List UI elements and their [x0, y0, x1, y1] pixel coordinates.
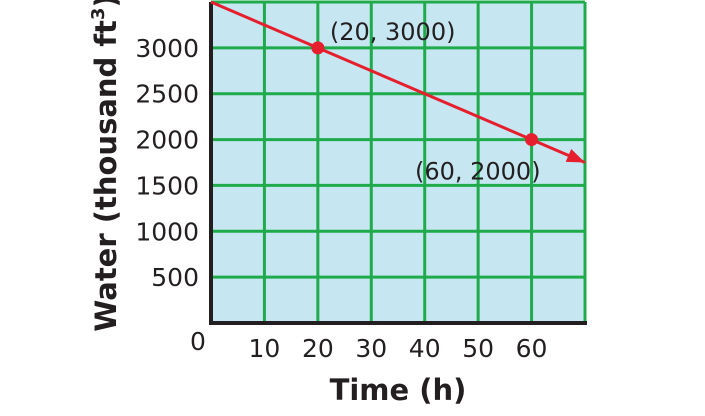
y-axis-title-close: ) [89, 0, 123, 8]
x-tick-label: 20 [302, 334, 334, 363]
x-tick-labels: 10 20 30 40 50 60 [249, 334, 548, 363]
data-point [525, 133, 539, 147]
y-axis-title-main: Water (thousand ft [89, 20, 123, 332]
data-point-label: (20, 3000) [330, 18, 456, 46]
y-tick-label: 2500 [135, 80, 199, 109]
grid-lines [211, 0, 587, 323]
x-tick-label: 40 [409, 334, 441, 363]
data-point-label: (60, 2000) [415, 158, 541, 186]
origin-label: 0 [190, 327, 206, 356]
y-tick-label: 2000 [135, 126, 199, 155]
x-tick-label: 60 [516, 334, 548, 363]
y-tick-label: 3000 [135, 34, 199, 63]
data-point [311, 41, 325, 55]
y-tick-label: 1500 [135, 171, 199, 200]
y-tick-label: 1000 [135, 217, 199, 246]
plot-background [211, 2, 585, 323]
series-line [210, 0, 586, 164]
x-axis-title: Time (h) [330, 373, 467, 407]
points-layer: (20, 3000) (60, 2000) [311, 18, 541, 186]
y-tick-labels: 500 1000 1500 2000 2500 3000 [135, 34, 199, 292]
x-tick-label: 10 [249, 334, 281, 363]
y-axis-title-superscript: 3 [88, 8, 109, 21]
x-tick-label: 30 [355, 334, 387, 363]
series-arrowhead [565, 148, 585, 163]
series-layer [210, 0, 586, 164]
x-tick-label: 50 [462, 334, 494, 363]
y-tick-label: 500 [151, 263, 199, 292]
y-axis-title: Water (thousand ft3) [88, 0, 123, 332]
